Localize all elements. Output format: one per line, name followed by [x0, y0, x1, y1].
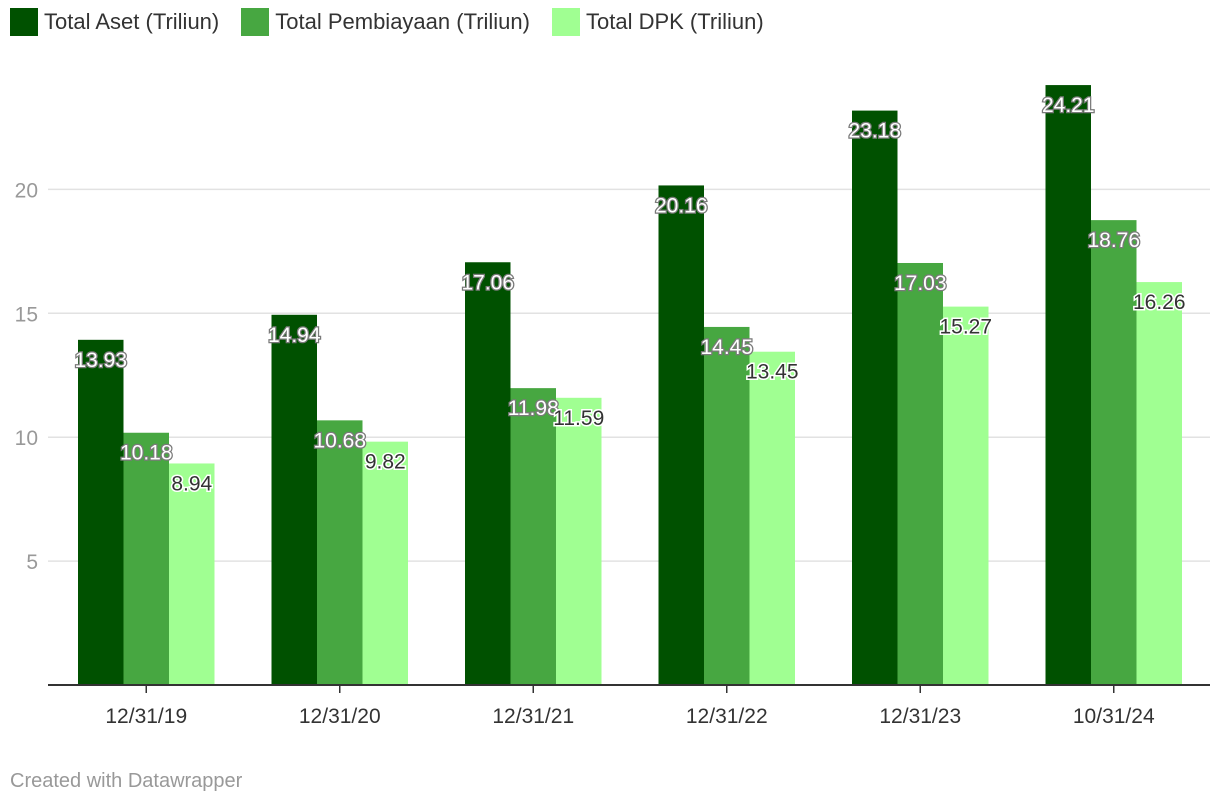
footer-credit: Created with Datawrapper: [10, 770, 243, 792]
value-label-s0-c4: 23.18: [848, 120, 901, 143]
y-tick-label-20: 20: [15, 179, 38, 202]
y-tick-label-15: 15: [15, 303, 38, 326]
x-tick-label-2: 12/31/21: [492, 705, 574, 728]
x-tick-label-3: 12/31/22: [686, 705, 768, 728]
bar-s1-c5: [1091, 220, 1137, 685]
legend-label-total-pembiayaan: Total Pembiayaan (Triliun): [275, 9, 530, 34]
legend-swatch-total-aset: [10, 8, 38, 36]
bar-s0-c2: [465, 262, 511, 685]
value-label-s2-c4: 15.27: [939, 316, 992, 339]
value-label-s0-c1: 14.94: [268, 324, 321, 347]
bar-chart: 5 10 15 20 12/31/19 12/31/20 12/31/21 12/31/22…: [15, 85, 1210, 728]
bar-s2-c5: [1136, 282, 1182, 685]
value-label-s0-c5: 24.21: [1042, 94, 1095, 117]
y-tick-label-5: 5: [26, 551, 38, 574]
bar-s1-c4: [897, 262, 943, 685]
legend: Total Aset (Triliun) Total Pembiayaan (T…: [10, 8, 764, 36]
value-label-s2-c0: 8.94: [171, 472, 212, 495]
x-axis: 12/31/19 12/31/20 12/31/21 12/31/22 12/31/23…: [48, 684, 1210, 728]
legend-item-total-aset: Total Aset (Triliun): [10, 8, 219, 36]
value-label-s1-c0: 10.18: [120, 442, 173, 465]
value-label-s0-c2: 17.06: [461, 271, 514, 294]
value-label-s2-c3: 13.45: [746, 361, 799, 384]
bar-s0-c1: [271, 314, 317, 685]
legend-item-total-pembiayaan: Total Pembiayaan (Triliun): [241, 8, 530, 36]
value-label-s1-c5: 18.76: [1087, 229, 1140, 252]
legend-swatch-total-dpk: [551, 8, 580, 36]
bar-s0-c3: [658, 185, 704, 686]
bar-s2-c4: [943, 306, 989, 685]
legend-label-total-aset: Total Aset (Triliun): [44, 9, 220, 34]
x-tick-label-0: 12/31/19: [105, 705, 187, 728]
bar-s0-c0: [78, 339, 124, 685]
x-tick-label-4: 12/31/23: [879, 705, 961, 728]
bar-s2-c2: [556, 397, 602, 685]
x-tick-label-1: 12/31/20: [299, 705, 381, 728]
bar-s2-c3: [749, 351, 795, 685]
bar-s1-c1: [317, 420, 363, 685]
bar-s2-c0: [169, 463, 215, 685]
bar-s1-c2: [510, 388, 556, 685]
value-label-s0-c0: 13.93: [74, 349, 127, 372]
legend-swatch-total-pembiayaan: [241, 8, 270, 36]
legend-item-total-dpk: Total DPK (Triliun): [551, 8, 764, 36]
value-label-s2-c1: 9.82: [365, 451, 406, 474]
bar-s0-c5: [1045, 85, 1091, 686]
value-label-s0-c3: 20.16: [655, 194, 708, 217]
bar-s1-c0: [123, 432, 169, 685]
bars: [78, 85, 1182, 686]
value-label-s1-c2: 11.98: [508, 397, 559, 420]
value-labels: 13.93 10.18 8.94 14.94 10.689.82 17.06 11.9811…: [73, 93, 1187, 497]
bar-s1-c3: [704, 326, 750, 685]
legend-label-total-dpk: Total DPK (Triliun): [585, 9, 764, 34]
bar-s0-c4: [852, 110, 898, 685]
x-tick-label-5: 10/31/24: [1073, 705, 1155, 728]
value-label-s1-c1: 10.68: [313, 429, 366, 452]
y-axis-ticks: 5 10 15 20: [15, 179, 38, 574]
value-label-s1-c4: 17.03: [894, 272, 947, 295]
value-label-s1-c3: 14.45: [700, 336, 753, 359]
y-tick-label-10: 10: [15, 427, 38, 450]
value-label-s2-c2: 11.59: [553, 407, 604, 430]
grid-lines: [48, 188, 1210, 562]
value-label-s2-c5: 16.26: [1133, 291, 1186, 314]
bar-s2-c1: [362, 441, 408, 685]
